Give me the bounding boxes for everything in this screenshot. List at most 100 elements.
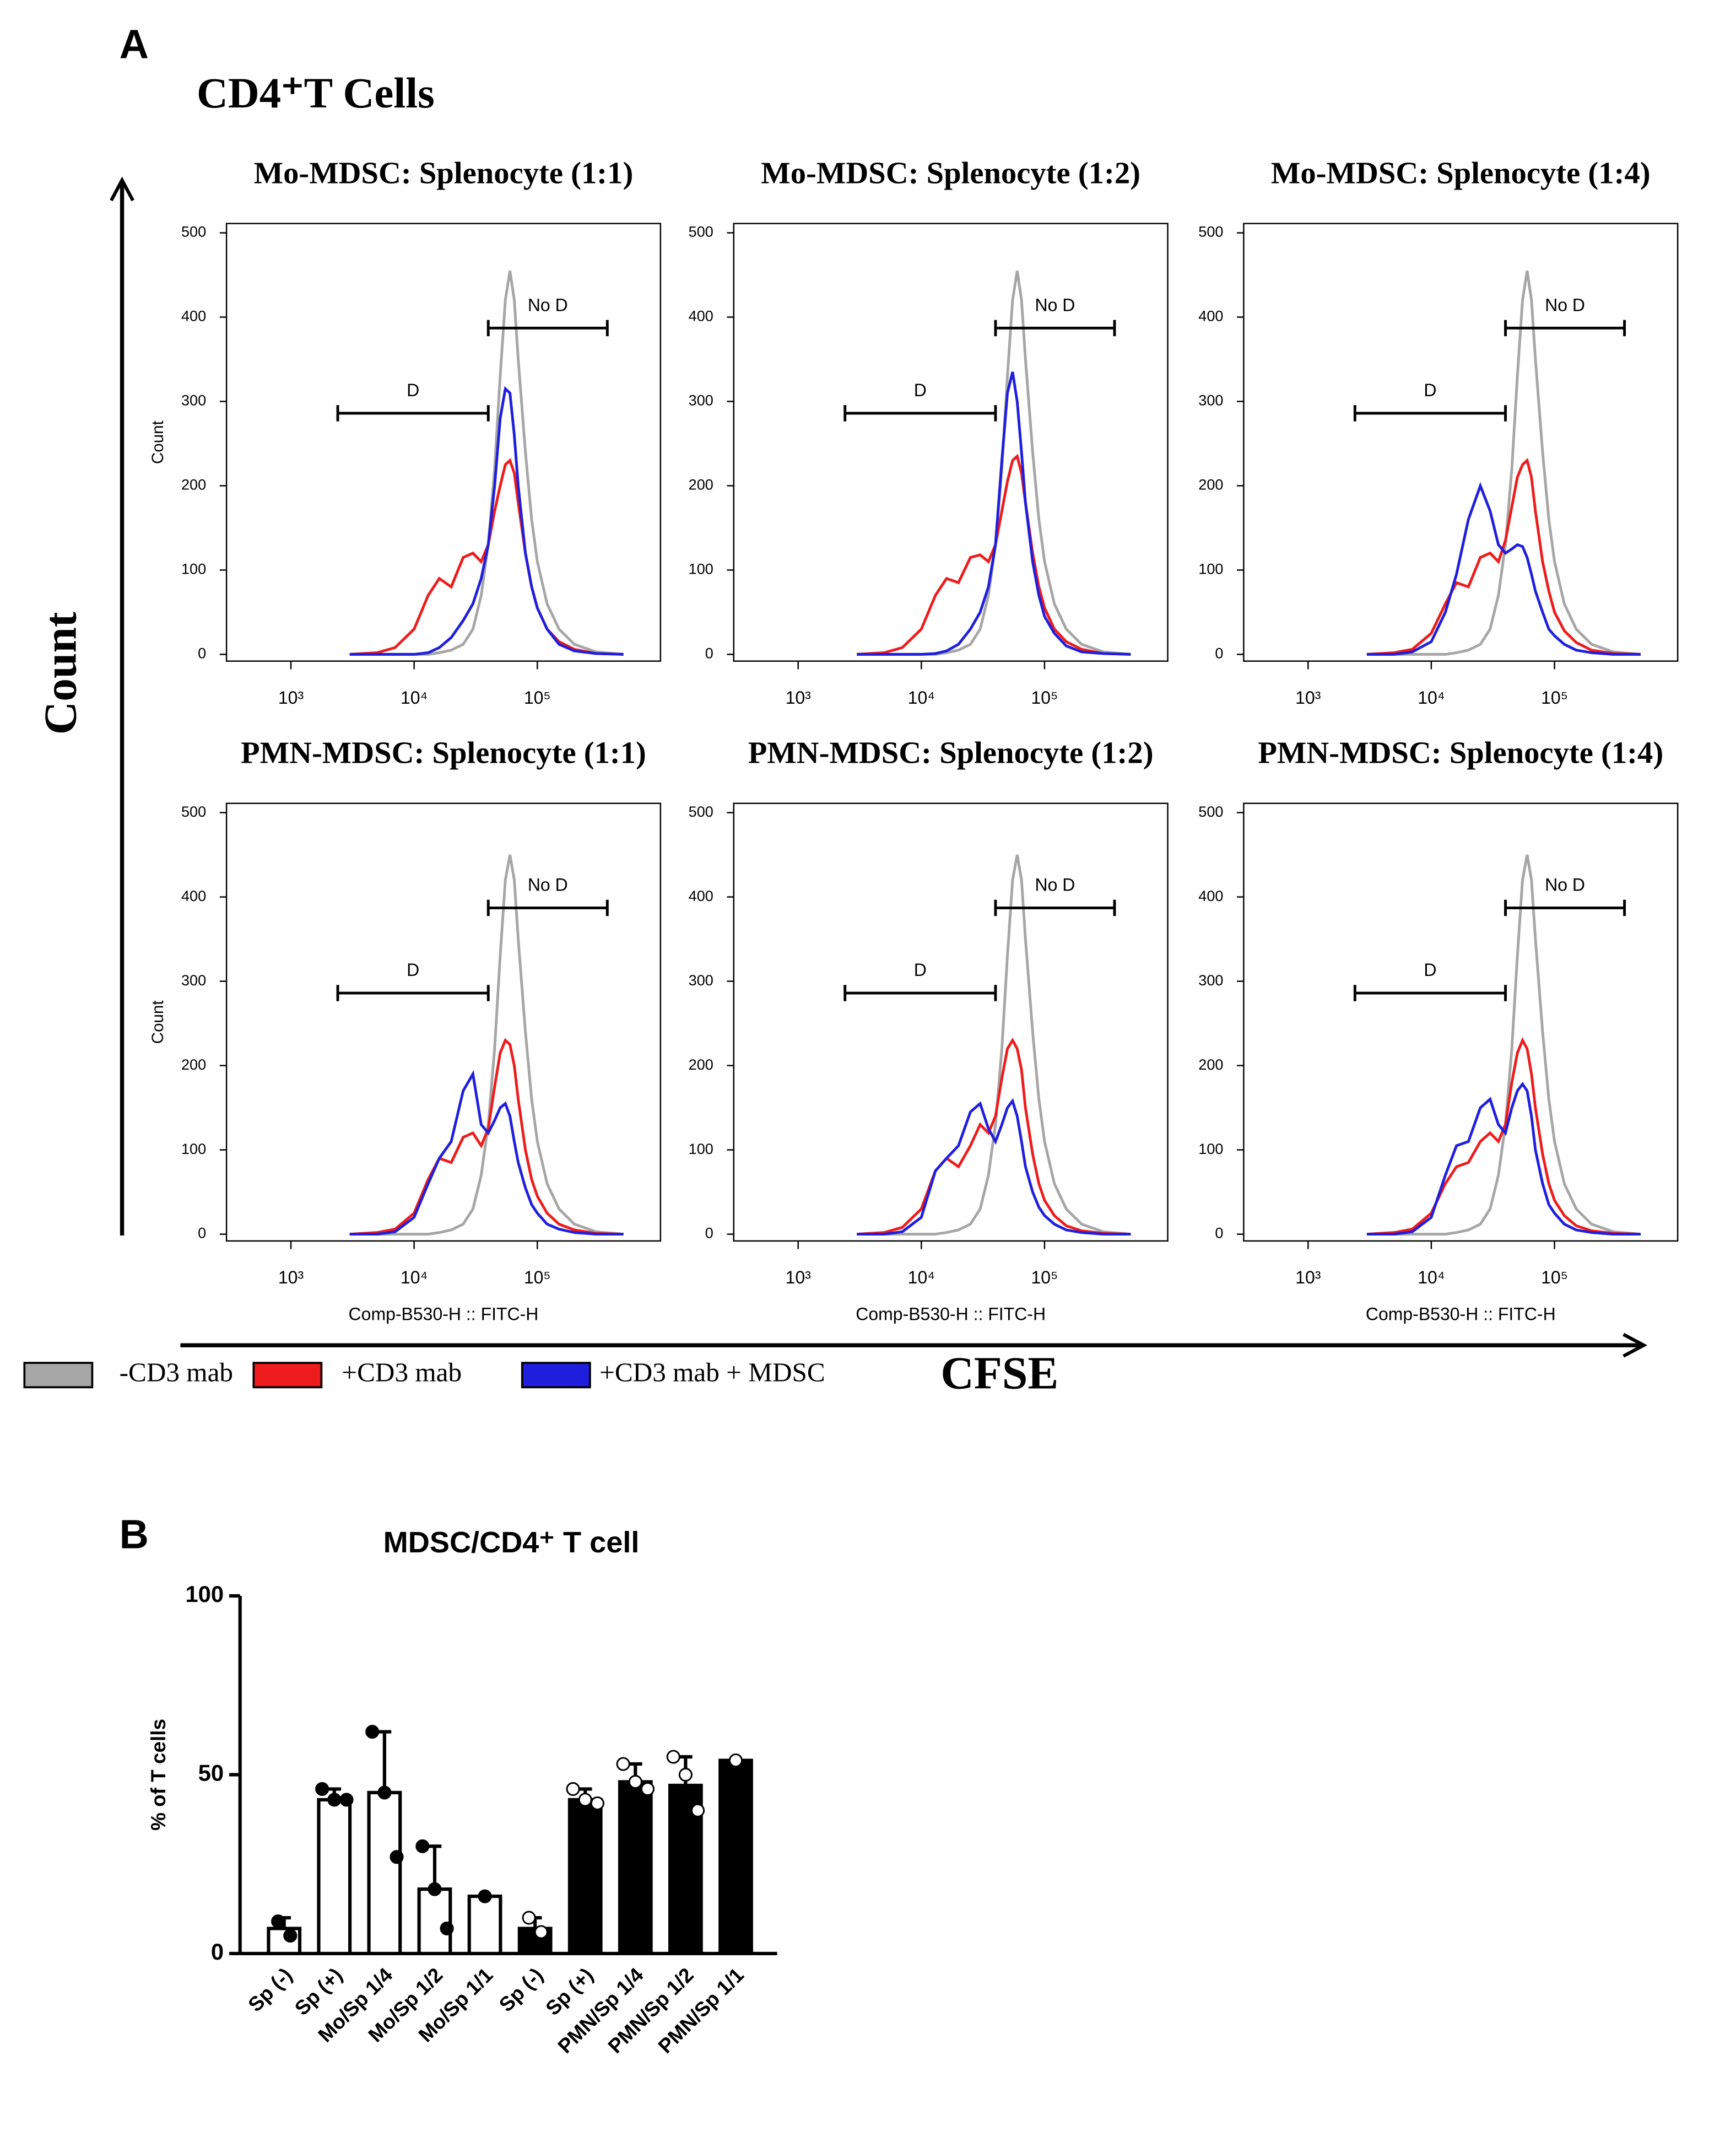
gate-label: D (914, 380, 927, 400)
histogram-line (857, 454, 1131, 656)
histogram-line (1366, 482, 1641, 656)
data-point (628, 1774, 642, 1789)
histogram-line (349, 854, 624, 1236)
gate (336, 405, 490, 422)
gate (486, 320, 609, 337)
y-tick-label: 100 (185, 1581, 224, 1607)
y-tick-label: 200 (689, 477, 713, 493)
y-tick-label: 400 (181, 888, 206, 904)
gate (1504, 320, 1626, 337)
y-tick-label: 100 (181, 1141, 206, 1157)
x-tick-label: Sp (-) (244, 1963, 296, 2016)
y-tick-label: 400 (181, 308, 206, 325)
data-point (315, 1782, 329, 1796)
legend-label: +CD3 mab + MDSC (599, 1357, 825, 1388)
histogram-line (857, 371, 1131, 656)
y-label: Count (35, 612, 86, 735)
gate (843, 985, 997, 1001)
x-arrow-head (1623, 1332, 1648, 1358)
x-label: CFSE (940, 1347, 1058, 1399)
y-axis-label: Count (149, 420, 167, 464)
gate (994, 320, 1116, 337)
gate (994, 899, 1116, 916)
y-arrow-head (110, 176, 134, 202)
bar (567, 1798, 603, 1956)
y-tick-label: 0 (705, 1225, 713, 1242)
plot-frame (1243, 802, 1679, 1242)
chart-title: MDSC/CD4⁺ T cell (383, 1526, 640, 1559)
y-tick-label: 200 (1198, 477, 1223, 493)
panel-label: B (120, 1512, 149, 1557)
plot-frame (1243, 223, 1679, 662)
y-tick-label: 0 (198, 645, 206, 662)
x-tick-label: 10⁴ (1418, 1267, 1445, 1287)
plot-frame (733, 802, 1169, 1242)
y-tick-label: 200 (181, 1056, 206, 1073)
gate-label: No D (1035, 875, 1075, 895)
legend-label: +CD3 mab (342, 1357, 462, 1388)
histogram-line (857, 854, 1131, 1236)
data-point (578, 1793, 592, 1807)
data-point (478, 1889, 492, 1903)
histogram-line (1366, 854, 1641, 1236)
x-tick-label: 10³ (278, 688, 304, 708)
gate (336, 985, 490, 1001)
gate-label: D (407, 960, 419, 980)
x-axis-label: Comp-B530-H :: FITC-H (349, 1304, 539, 1324)
data-point (678, 1767, 693, 1782)
data-point (365, 1725, 380, 1739)
y-tick-label: 200 (689, 1056, 713, 1073)
gate (1504, 899, 1626, 916)
data-point (590, 1796, 604, 1810)
gate-label: D (407, 380, 419, 400)
histogram-line (349, 1070, 624, 1236)
y-tick-label: 500 (181, 224, 206, 240)
y-tick-label: 300 (1198, 392, 1223, 409)
histogram-line (1366, 458, 1641, 656)
y-tick-label: 100 (689, 1141, 713, 1157)
y-tick-label: 400 (1198, 888, 1223, 904)
bar (618, 1780, 653, 1956)
gate-label: No D (1545, 295, 1585, 315)
x-tick-label: 10³ (1295, 1267, 1321, 1287)
data-point (690, 1803, 705, 1817)
data-point (377, 1785, 392, 1800)
x-tick-label: 10³ (786, 688, 812, 708)
plot-frame (733, 223, 1169, 662)
histogram-line (1366, 1081, 1641, 1236)
data-point (415, 1839, 430, 1853)
y-axis-label: % of T cells (147, 1719, 170, 1831)
y-tick-label: 300 (689, 972, 713, 989)
x-tick-label: Sp (-) (495, 1963, 548, 2016)
bar (317, 1798, 352, 1956)
y-tick-label: 500 (1198, 224, 1223, 240)
data-point (566, 1782, 580, 1796)
data-point (666, 1750, 680, 1764)
legend-swatch (252, 1362, 323, 1389)
y-tick-label: 0 (1215, 1225, 1223, 1242)
data-point (428, 1882, 442, 1896)
x-tick-label: 10⁴ (908, 688, 935, 708)
histogram-line (349, 1038, 624, 1236)
y-tick-label: 0 (705, 645, 713, 662)
y-tick-label: 500 (689, 803, 713, 820)
gate-label: No D (528, 875, 568, 895)
gate-label: D (1424, 960, 1436, 980)
data-point (522, 1911, 536, 1925)
panel-label: A (120, 21, 149, 67)
y-axis-label: Count (149, 1000, 167, 1044)
data-point (271, 1914, 285, 1929)
data-point (283, 1928, 298, 1943)
plot-frame (225, 223, 662, 662)
x-tick-label: 10⁵ (524, 1267, 551, 1287)
panel-title: PMN-MDSC: Splenocyte (1:1) (241, 736, 646, 770)
y-tick-label: 500 (689, 224, 713, 240)
y-tick-label: 100 (181, 561, 206, 578)
histogram-line (1366, 271, 1641, 656)
y-tick-label: 50 (198, 1760, 224, 1786)
data-point (728, 1753, 743, 1768)
panel-title: Mo-MDSC: Splenocyte (1:2) (761, 157, 1140, 191)
bar (367, 1790, 402, 1956)
